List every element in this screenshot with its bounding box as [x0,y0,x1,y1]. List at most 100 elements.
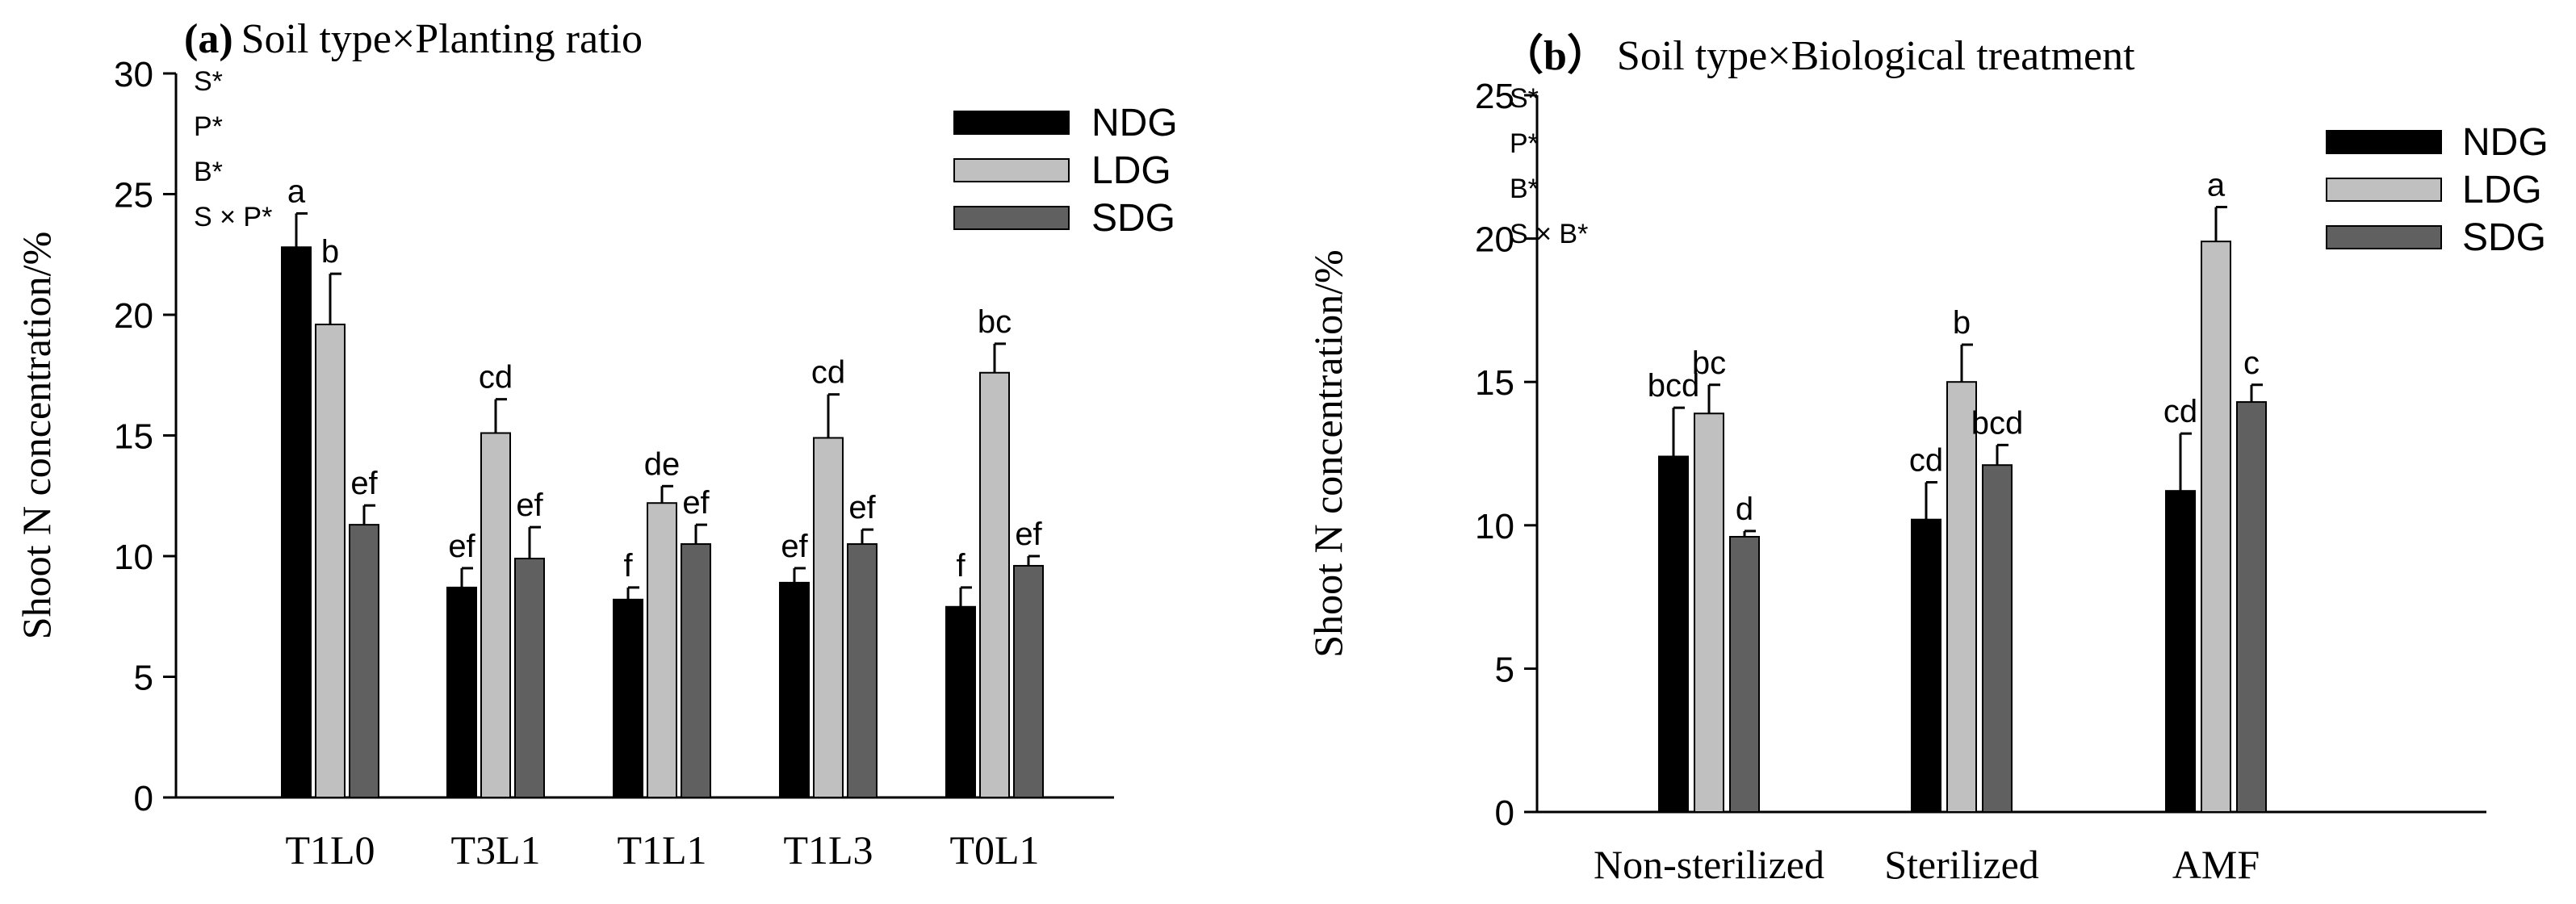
panel-b-legend-swatch-sdg [2326,225,2442,249]
panel-a-legend-label-sdg: SDG [1091,197,1175,240]
panel-a-title-text: Soil type×Planting ratio [241,16,643,62]
panel-b-significance-letter: c [2243,345,2260,381]
panel-a-bar-ndg [281,246,312,798]
panel-a-significance-letter: ef [682,485,710,521]
panel-b-bar-ldg [1694,412,1724,813]
panel-b-y-tick-label: 5 [1495,650,1514,689]
panel-b-x-tick-label: Non-sterilized [1594,842,1824,887]
panel-a-bar-ndg [945,605,976,798]
panel-a-significance-letter: bc [978,304,1012,340]
panel-b-bar-ldg [1946,381,1977,813]
panel-b-bar-ldg [2201,241,2231,814]
panel-a-bar-sdg [514,557,545,798]
panel-a-significance-letter: f [623,548,633,584]
panel-a-y-tick-label: 10 [114,538,153,577]
panel-b-significance-annotation: P* [1510,128,1539,159]
panel-b-title: （b） Soil type×Biological treatment [1502,32,2135,79]
panel-a-significance-letter: b [321,234,339,270]
panel-a-x-tick-label: T1L0 [285,827,375,873]
panel-a-significance-annotation: S* [194,66,223,97]
panel-b-bar-ndg [1911,518,1941,813]
panel-a: (a) Soil type×Planting ratio 0 5 10 15 20 25 30 S… [14,16,1178,873]
panel-a-y-tick-label: 15 [114,417,153,457]
panel-b-bar-sdg [1729,536,1760,813]
panel-a-bar-ldg [979,371,1010,798]
panel-b: （b） Soil type×Biological treatment 0 5 10 15 2… [1305,32,2549,887]
panel-b-significance-letter: cd [2163,394,2197,429]
panel-a-significance-letter: f [956,548,965,584]
panel-a-x-tick-label: T0L1 [949,827,1039,873]
panel-a-significance-letter: ef [848,490,876,525]
panel-a-significance-letter: ef [350,466,378,501]
panel-a-significance-annotation: S × P* [194,202,272,232]
panel-a-bar-ldg [480,432,511,798]
panel-a-legend-label-ldg: LDG [1091,149,1171,192]
panel-a-bar-sdg [681,543,711,798]
panel-b-significance-letter: b [1953,305,1971,341]
panel-a-bar-sdg [847,543,878,798]
panel-a-bar-ndg [446,586,477,798]
panel-b-legend-label-sdg: SDG [2462,216,2546,259]
panel-a-significance-letter: cd [811,355,845,391]
panel-a-legend-label-ndg: NDG [1091,102,1178,144]
panel-a-panel-label: (a) [184,16,233,62]
panel-a-y-tick-label: 30 [114,55,153,94]
panel-b-legend-swatch-ldg [2326,178,2442,202]
panel-a-x-tick-label: T1L3 [783,827,873,873]
panel-b-bar-sdg [1982,464,2013,813]
panel-b-panel-label: （b） [1502,32,1609,79]
panel-b-legend-label-ldg: LDG [2462,169,2542,211]
panel-a-significance-letter: cd [479,360,513,396]
panel-a-legend-swatch-ldg [953,158,1070,182]
panel-a-significance-letter: de [644,446,681,482]
panel-a-bar-ldg [647,502,677,798]
panel-b-title-text: Soil type×Biological treatment [1617,33,2135,79]
panel-b-significance-letter: bc [1692,345,1726,381]
panel-b-significance-annotation: B* [1510,174,1539,204]
panel-b-bar-ndg [2165,490,2196,814]
panel-a-bar-sdg [1013,564,1044,799]
panel-b-legend-label-ndg: NDG [2462,121,2549,164]
panel-a-x-tick-label: T3L1 [450,827,540,873]
panel-a-bar-sdg [349,524,379,798]
panel-b-significance-annotation: S × B* [1510,219,1588,249]
panel-b-significance-letter: bcd [1648,368,1700,404]
panel-a-x-tick-label: T1L1 [617,827,706,873]
panel-a-significance-letter: ef [516,488,543,523]
panel-a-significance-annotation: B* [194,157,223,187]
panel-a-legend-swatch-ndg [953,111,1070,135]
panel-b-y-tick-label: 10 [1475,507,1514,546]
panel-b-significance-letter: a [2207,168,2226,203]
panel-b-y-tick-label: 0 [1495,793,1514,833]
panel-a-significance-letter: a [287,174,306,209]
panel-a-significance-letter: ef [448,529,475,564]
panel-a-y-tick-label: 0 [134,779,153,818]
panel-b-bar-sdg [2236,401,2267,813]
panel-b-significance-letter: bcd [1971,405,2024,441]
panel-b-legend-swatch-ndg [2326,130,2442,154]
panel-a-significance-letter: ef [781,529,808,564]
panel-a-y-tick-label: 25 [114,176,153,216]
panel-a-bar-ldg [315,323,346,798]
panel-a-significance-letter: ef [1015,517,1042,552]
panel-b-significance-letter: d [1736,492,1753,527]
panel-a-bar-ldg [813,437,844,798]
panel-a-bar-ndg [613,598,643,798]
panel-b-x-tick-label: Sterilized [1884,842,2039,887]
panel-b-significance-letter: cd [1909,443,1943,479]
panel-a-y-axis-label: Shoot N concentration/% [14,232,59,639]
panel-a-y-tick-label: 20 [114,296,153,336]
panel-a-legend-swatch-sdg [953,206,1070,230]
panel-b-bar-ndg [1658,455,1689,813]
panel-b-y-axis-label: Shoot N concentration/% [1305,249,1351,657]
panel-a-y-tick-label: 5 [134,659,153,698]
panel-b-y-tick-label: 25 [1475,77,1514,116]
panel-b-y-tick-label: 20 [1475,220,1514,260]
panel-a-significance-annotation: P* [194,111,223,142]
panel-a-bar-ndg [779,581,810,798]
panel-b-significance-annotation: S* [1510,83,1539,114]
panel-b-x-tick-label: AMF [2172,842,2260,887]
panel-a-title: (a) Soil type×Planting ratio [184,16,643,62]
panel-b-y-tick-label: 15 [1475,363,1514,403]
